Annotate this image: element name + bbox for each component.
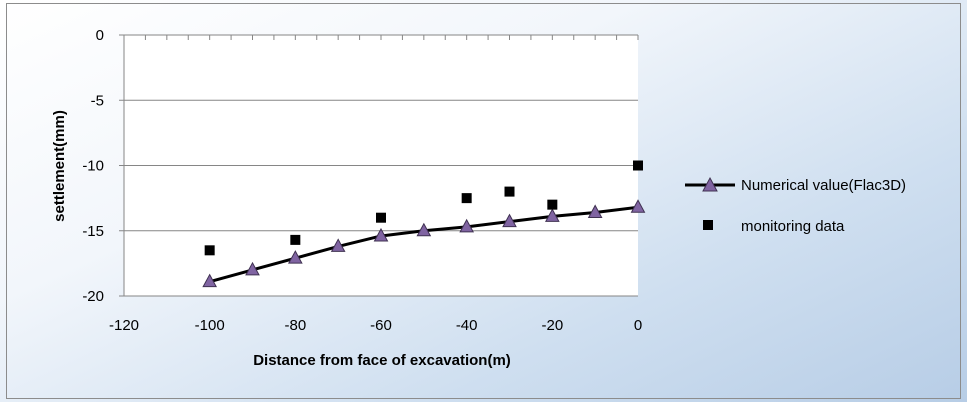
monitoring-data-point <box>376 212 386 223</box>
y-tick-label: -15 <box>82 223 104 240</box>
x-tick-label: -60 <box>370 317 392 334</box>
legend-label-numerical: Numerical value(Flac3D) <box>741 177 906 194</box>
chart-border <box>6 3 961 399</box>
numerical-value-point <box>587 204 603 218</box>
numerical-value-point <box>416 222 432 237</box>
monitoring-data-point <box>204 245 215 256</box>
numerical-value-point <box>330 238 346 252</box>
numerical-value-point <box>459 218 475 233</box>
series-group <box>202 160 646 288</box>
numerical-value-point <box>287 250 303 264</box>
monitoring-data-point <box>547 199 558 210</box>
legend-item-monitoring: monitoring data <box>703 218 845 235</box>
numerical-value-point <box>373 227 389 242</box>
legend-item-numerical: Numerical value(Flac3D) <box>685 176 906 194</box>
x-tick-label: -40 <box>456 317 478 334</box>
y-tick-label: 0 <box>96 27 104 44</box>
numerical-value-point <box>630 199 646 213</box>
legend-label-monitoring: monitoring data <box>741 218 845 235</box>
x-tick-label: -20 <box>541 317 563 334</box>
y-axis-title: settlement(mm) <box>51 110 68 222</box>
grid-lines <box>124 35 638 297</box>
monitoring-data-point <box>504 186 515 197</box>
monitoring-data-point <box>290 234 301 245</box>
legend-triangle-marker <box>702 176 718 192</box>
y-tick-label: -5 <box>91 92 104 109</box>
y-tick-label: -10 <box>82 158 104 175</box>
numerical-value-point <box>502 213 517 228</box>
legend: Numerical value(Flac3D) monitoring data <box>685 176 906 235</box>
x-axis-title: Distance from face of excavation(m) <box>253 352 511 369</box>
monitoring-data-point <box>461 193 472 204</box>
numerical-value-point <box>245 261 260 276</box>
y-tick-label: -20 <box>82 288 104 305</box>
x-tick-label: -100 <box>195 317 225 334</box>
numerical-value-point <box>544 208 560 222</box>
tick-labels: 0 -5 -10 -15 -20 -120 -100 -80 -60 -40 -20 0 <box>82 27 642 334</box>
legend-square-marker <box>703 220 713 230</box>
x-tick-label: 0 <box>634 317 642 334</box>
x-tick-label: -120 <box>109 317 139 334</box>
x-tick-label: -80 <box>284 317 306 334</box>
numerical-value-point <box>202 273 218 288</box>
axes <box>119 34 639 297</box>
monitoring-data-point <box>633 160 643 171</box>
